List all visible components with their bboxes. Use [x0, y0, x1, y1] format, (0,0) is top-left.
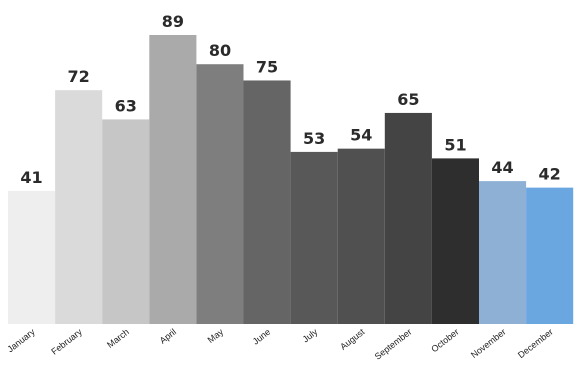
bar-july	[290, 151, 338, 324]
data-label-june: 75	[256, 57, 278, 76]
data-label-april: 89	[162, 12, 184, 31]
data-labels-layer: 41 72 63 89 80 75 53 54 65 51 44 42	[20, 12, 560, 187]
bars-layer	[8, 35, 574, 325]
bar-october	[431, 158, 479, 324]
bar-march	[102, 119, 150, 325]
bar-september	[384, 112, 432, 325]
data-label-january: 41	[20, 168, 42, 187]
bar-december	[526, 187, 574, 324]
data-label-february: 72	[68, 67, 90, 86]
bar-february	[55, 90, 103, 324]
bar-august	[337, 148, 385, 324]
bar-may	[196, 64, 244, 324]
data-label-march: 63	[115, 96, 137, 115]
data-label-november: 44	[491, 158, 513, 177]
bar-june	[243, 80, 291, 325]
bar-january	[8, 190, 56, 324]
data-label-august: 54	[350, 126, 372, 145]
data-label-december: 42	[539, 165, 561, 184]
bar-november	[479, 181, 527, 324]
data-label-september: 65	[397, 90, 419, 109]
data-label-may: 80	[209, 41, 231, 60]
data-label-october: 51	[444, 135, 466, 154]
data-label-july: 53	[303, 129, 325, 148]
bar-april	[149, 35, 197, 324]
